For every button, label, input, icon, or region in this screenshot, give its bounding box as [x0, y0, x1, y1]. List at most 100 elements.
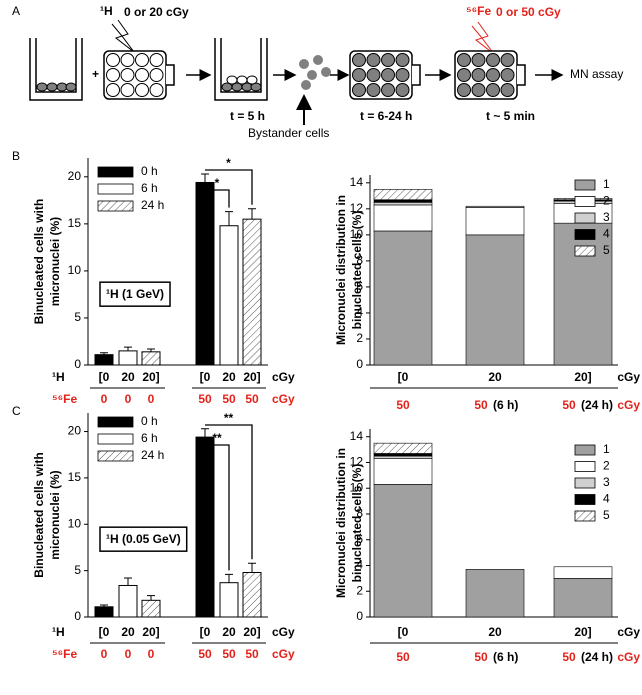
significance-bracket — [205, 189, 230, 208]
annotation-box — [99, 526, 188, 552]
bar — [219, 225, 239, 366]
error-bar — [201, 173, 209, 183]
bar-segment — [373, 189, 433, 201]
cell — [149, 83, 164, 97]
legend-label: 2 — [603, 459, 610, 473]
panel-label: A — [12, 4, 20, 18]
bar-segment — [553, 578, 613, 618]
bar-segment — [373, 453, 433, 457]
error-bar — [248, 562, 256, 573]
x-tick-label: [0 — [200, 625, 211, 639]
time: t = 6-24 h — [360, 109, 412, 123]
bolt — [471, 21, 495, 55]
legend-label: 4 — [603, 227, 610, 241]
cell — [500, 83, 515, 97]
legend-swatch — [97, 416, 134, 428]
legend-label: 4 — [603, 492, 610, 506]
bar-segment — [465, 207, 525, 236]
y-tick-label: 20 — [68, 169, 82, 183]
x-tick-label: 20] — [574, 370, 591, 384]
x-tick-label: 20 — [488, 370, 502, 384]
bystander-label: Bystander cells — [248, 126, 329, 140]
x-tick-label: [0 — [99, 625, 110, 639]
significance-bracket — [205, 169, 253, 205]
y-axis-title: binucleated cells (%) — [350, 211, 364, 330]
y-tick-label: 8 — [356, 506, 363, 520]
x-second-label: 50 — [245, 647, 259, 661]
bar — [242, 571, 262, 618]
row-label: ⁵⁶Fe — [52, 647, 77, 661]
cell — [106, 53, 120, 67]
flask-neck — [517, 64, 526, 86]
legend-swatch — [97, 200, 134, 212]
y-axis-title: Micronuclei distribution in — [334, 448, 348, 598]
legend-swatch — [574, 179, 596, 191]
legend-label: 1 — [603, 177, 610, 191]
error-bar — [201, 428, 209, 438]
legend-label: 24 h — [141, 448, 164, 462]
y-tick-label: 10 — [350, 480, 364, 494]
bar-segment — [465, 569, 525, 618]
cell — [471, 68, 486, 82]
x-second-label: 50 — [222, 647, 236, 661]
x-second-label: 0 — [148, 647, 155, 661]
bar-segment — [373, 199, 433, 203]
flask-neck — [412, 64, 421, 86]
significance-label: * — [215, 176, 220, 190]
legend-swatch — [97, 166, 134, 178]
cell — [457, 68, 471, 82]
legend-label: 5 — [603, 243, 610, 257]
x-second-label: 50 — [396, 650, 410, 664]
legend-label: 1 — [603, 442, 610, 456]
x-second-label: 0 — [101, 392, 108, 406]
x-tick-label: 20 — [121, 370, 135, 384]
row-unit: cGy — [272, 370, 295, 384]
bar-segment — [373, 455, 433, 459]
legend-label: 2 — [603, 194, 610, 208]
y-tick-label: 0 — [356, 357, 363, 371]
cell — [395, 68, 410, 82]
cell — [471, 83, 486, 97]
legend-label: 3 — [603, 475, 610, 489]
cell — [457, 83, 471, 97]
x-second-label: 0 — [148, 392, 155, 406]
panel-label: B — [12, 149, 20, 163]
cell — [500, 53, 515, 67]
y-tick-label: 10 — [350, 227, 364, 241]
bar-segment — [373, 484, 433, 618]
y-axis-title: Micronuclei distribution in — [334, 195, 348, 345]
y-axis-title: micronuclei (%) — [48, 217, 62, 306]
y-axis-title: binucleated cells (%) — [350, 464, 364, 583]
x-tick-label: [0 — [398, 370, 409, 384]
annotation: ¹H (0.05 GeV) — [106, 532, 181, 546]
bar-segment — [373, 202, 433, 206]
y-tick-label: 4 — [356, 305, 363, 319]
cell — [120, 83, 135, 97]
cell — [486, 68, 500, 82]
significance-label: ** — [212, 431, 222, 445]
row-unit: cGy — [617, 625, 640, 639]
time: t = 5 h — [230, 109, 265, 123]
annotation: ¹H (1 GeV) — [106, 287, 164, 301]
bystander-cells — [299, 55, 331, 90]
cell — [500, 68, 515, 82]
x-second-label: 50 — [198, 647, 212, 661]
y-tick-label: 2 — [356, 583, 363, 597]
cell — [135, 53, 149, 67]
y-tick-label: 6 — [356, 279, 363, 293]
x-tick-label: 20] — [142, 370, 159, 384]
schematic: A + ¹H 0 or 20 cGy t = 5 h Bystander cel… — [12, 4, 623, 140]
legend-swatch — [97, 433, 134, 445]
cell — [149, 53, 164, 67]
significance-bracket — [205, 424, 253, 560]
x-second-label: 50 — [245, 392, 259, 406]
cell — [149, 68, 164, 82]
row-label: ⁵⁶Fe — [52, 392, 77, 406]
cell — [120, 68, 135, 82]
cell — [352, 68, 366, 82]
x-second-label: 0 — [101, 647, 108, 661]
error-bar — [124, 346, 132, 351]
legend-swatch — [574, 461, 596, 472]
x-second-label: 50 — [474, 398, 488, 412]
legend-swatch — [97, 183, 134, 195]
